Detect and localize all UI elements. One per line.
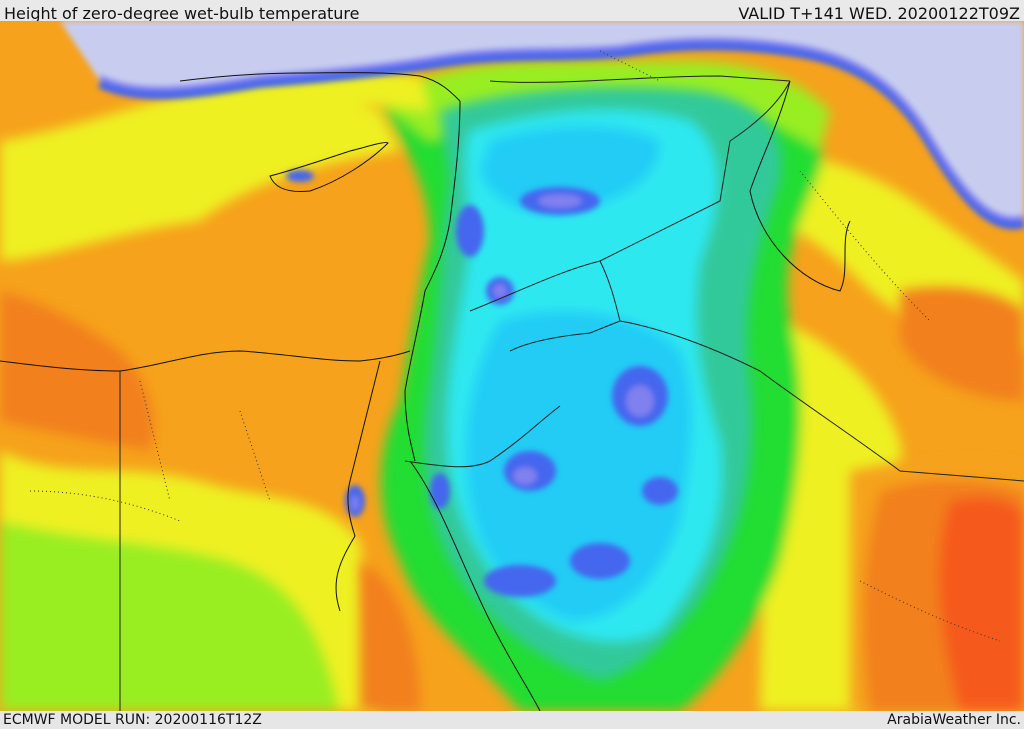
weather-map[interactable] <box>0 21 1024 711</box>
header-bar: Height of zero-degree wet-bulb temperatu… <box>0 0 1024 21</box>
blue-patch <box>513 467 537 485</box>
coastline-levant <box>404 100 461 462</box>
admin-borders <box>29 50 1001 642</box>
band-greenyellow-south <box>0 521 340 711</box>
coastline-anatolia <box>179 72 461 102</box>
map-title: Height of zero-degree wet-bulb temperatu… <box>4 4 360 21</box>
band-lightblue-north <box>480 126 660 214</box>
band-blue-north <box>97 40 1024 230</box>
coastline-egypt-north <box>0 350 411 372</box>
blue-patch <box>456 205 484 257</box>
band-orange-redsea <box>360 561 420 711</box>
credit: ArabiaWeather Inc. <box>887 712 1021 728</box>
contour-bands-hot <box>0 287 1024 711</box>
admin-border <box>599 50 661 82</box>
blue-patch <box>286 170 314 182</box>
blue-patch <box>351 495 359 511</box>
blue-patch <box>493 284 507 298</box>
border-aqaba <box>404 405 561 468</box>
blue-patch <box>484 565 556 597</box>
coastline-sinai-redsea <box>335 360 381 612</box>
coastline-gulf <box>749 80 851 292</box>
model-run: ECMWF MODEL RUN: 20200116T12Z <box>3 712 262 728</box>
band-green-coast <box>380 61 830 151</box>
coastline-cyprus <box>269 142 389 192</box>
contour-blue-patches <box>286 170 678 597</box>
border-jordan-internal <box>509 320 621 352</box>
coastline-red-sea-east <box>409 460 541 711</box>
coastlines <box>0 72 851 711</box>
blue-patch <box>570 543 630 579</box>
band-darkorange-west <box>0 291 154 451</box>
border-jordan-saudi <box>469 260 1024 482</box>
border-saudi-iraq <box>599 80 791 262</box>
band-red-southeast <box>939 496 1024 711</box>
valid-time: VALID T+141 WED. 20200122T09Z <box>738 4 1020 21</box>
admin-border <box>799 170 931 322</box>
band-yellow-west <box>0 87 400 261</box>
blue-patch <box>538 194 582 208</box>
contour-bands-north <box>60 21 1024 230</box>
border-syria-iraq <box>489 75 791 83</box>
wet-bulb-height-field <box>0 21 1024 711</box>
blue-patch <box>430 473 450 509</box>
band-darkorange-east <box>900 287 1024 401</box>
blue-patch <box>626 385 654 417</box>
blue-patch <box>642 477 678 505</box>
country-borders <box>119 75 1024 711</box>
band-midblue-north <box>98 37 1024 221</box>
footer-bar: ECMWF MODEL RUN: 20200116T12Z ArabiaWeat… <box>0 711 1024 729</box>
